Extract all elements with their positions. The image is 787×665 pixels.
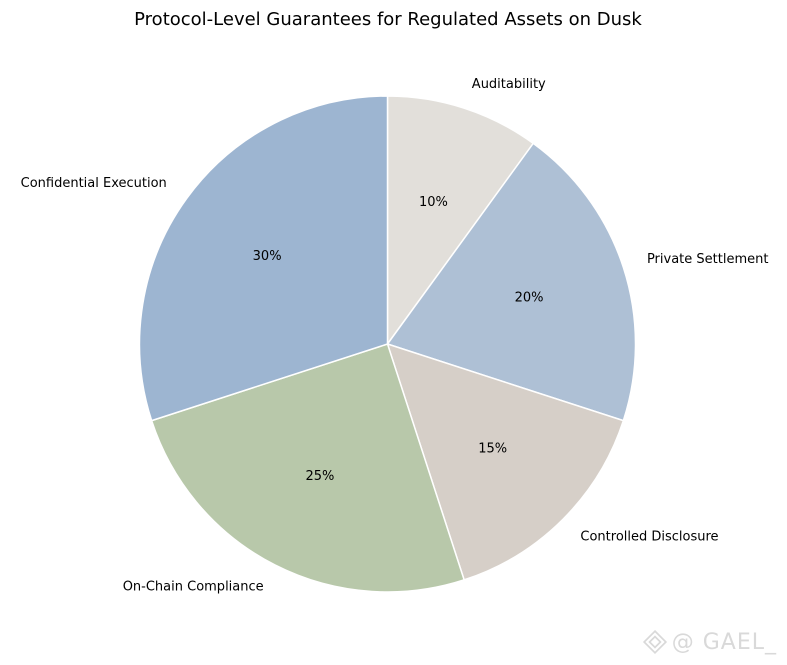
pie-category-label: Controlled Disclosure [580,529,718,544]
pie-slice-private-settlement [386,142,637,422]
watermark-text: @ GAEL_ [671,629,777,655]
pie-category-label: On-Chain Compliance [123,580,264,595]
pie-pct-label: 25% [305,469,334,484]
pie-slice-controlled-disclosure [386,342,625,581]
pie-slice-confidential-execution [138,95,389,422]
pie-category-label: Auditability [472,77,546,92]
pie-pct-label: 15% [478,442,507,457]
watermark: @ GAEL_ [642,629,777,655]
pie-slices [138,95,637,593]
pie-pct-label: 30% [253,249,282,264]
pie-pct-label: 10% [419,195,448,210]
pie-slice-auditability [386,95,535,347]
chart-title: Protocol-Level Guarantees for Regulated … [134,9,642,30]
binance-logo-icon [642,629,667,655]
pie-slice-on-chain-compliance [150,343,466,593]
pie-category-label: Private Settlement [647,252,769,267]
pie-pct-label: 20% [515,291,544,306]
pie-labels: 10% Auditability 20% Private Settlement 15% C… [21,77,769,595]
pie-category-label: Confidential Execution [21,176,167,191]
